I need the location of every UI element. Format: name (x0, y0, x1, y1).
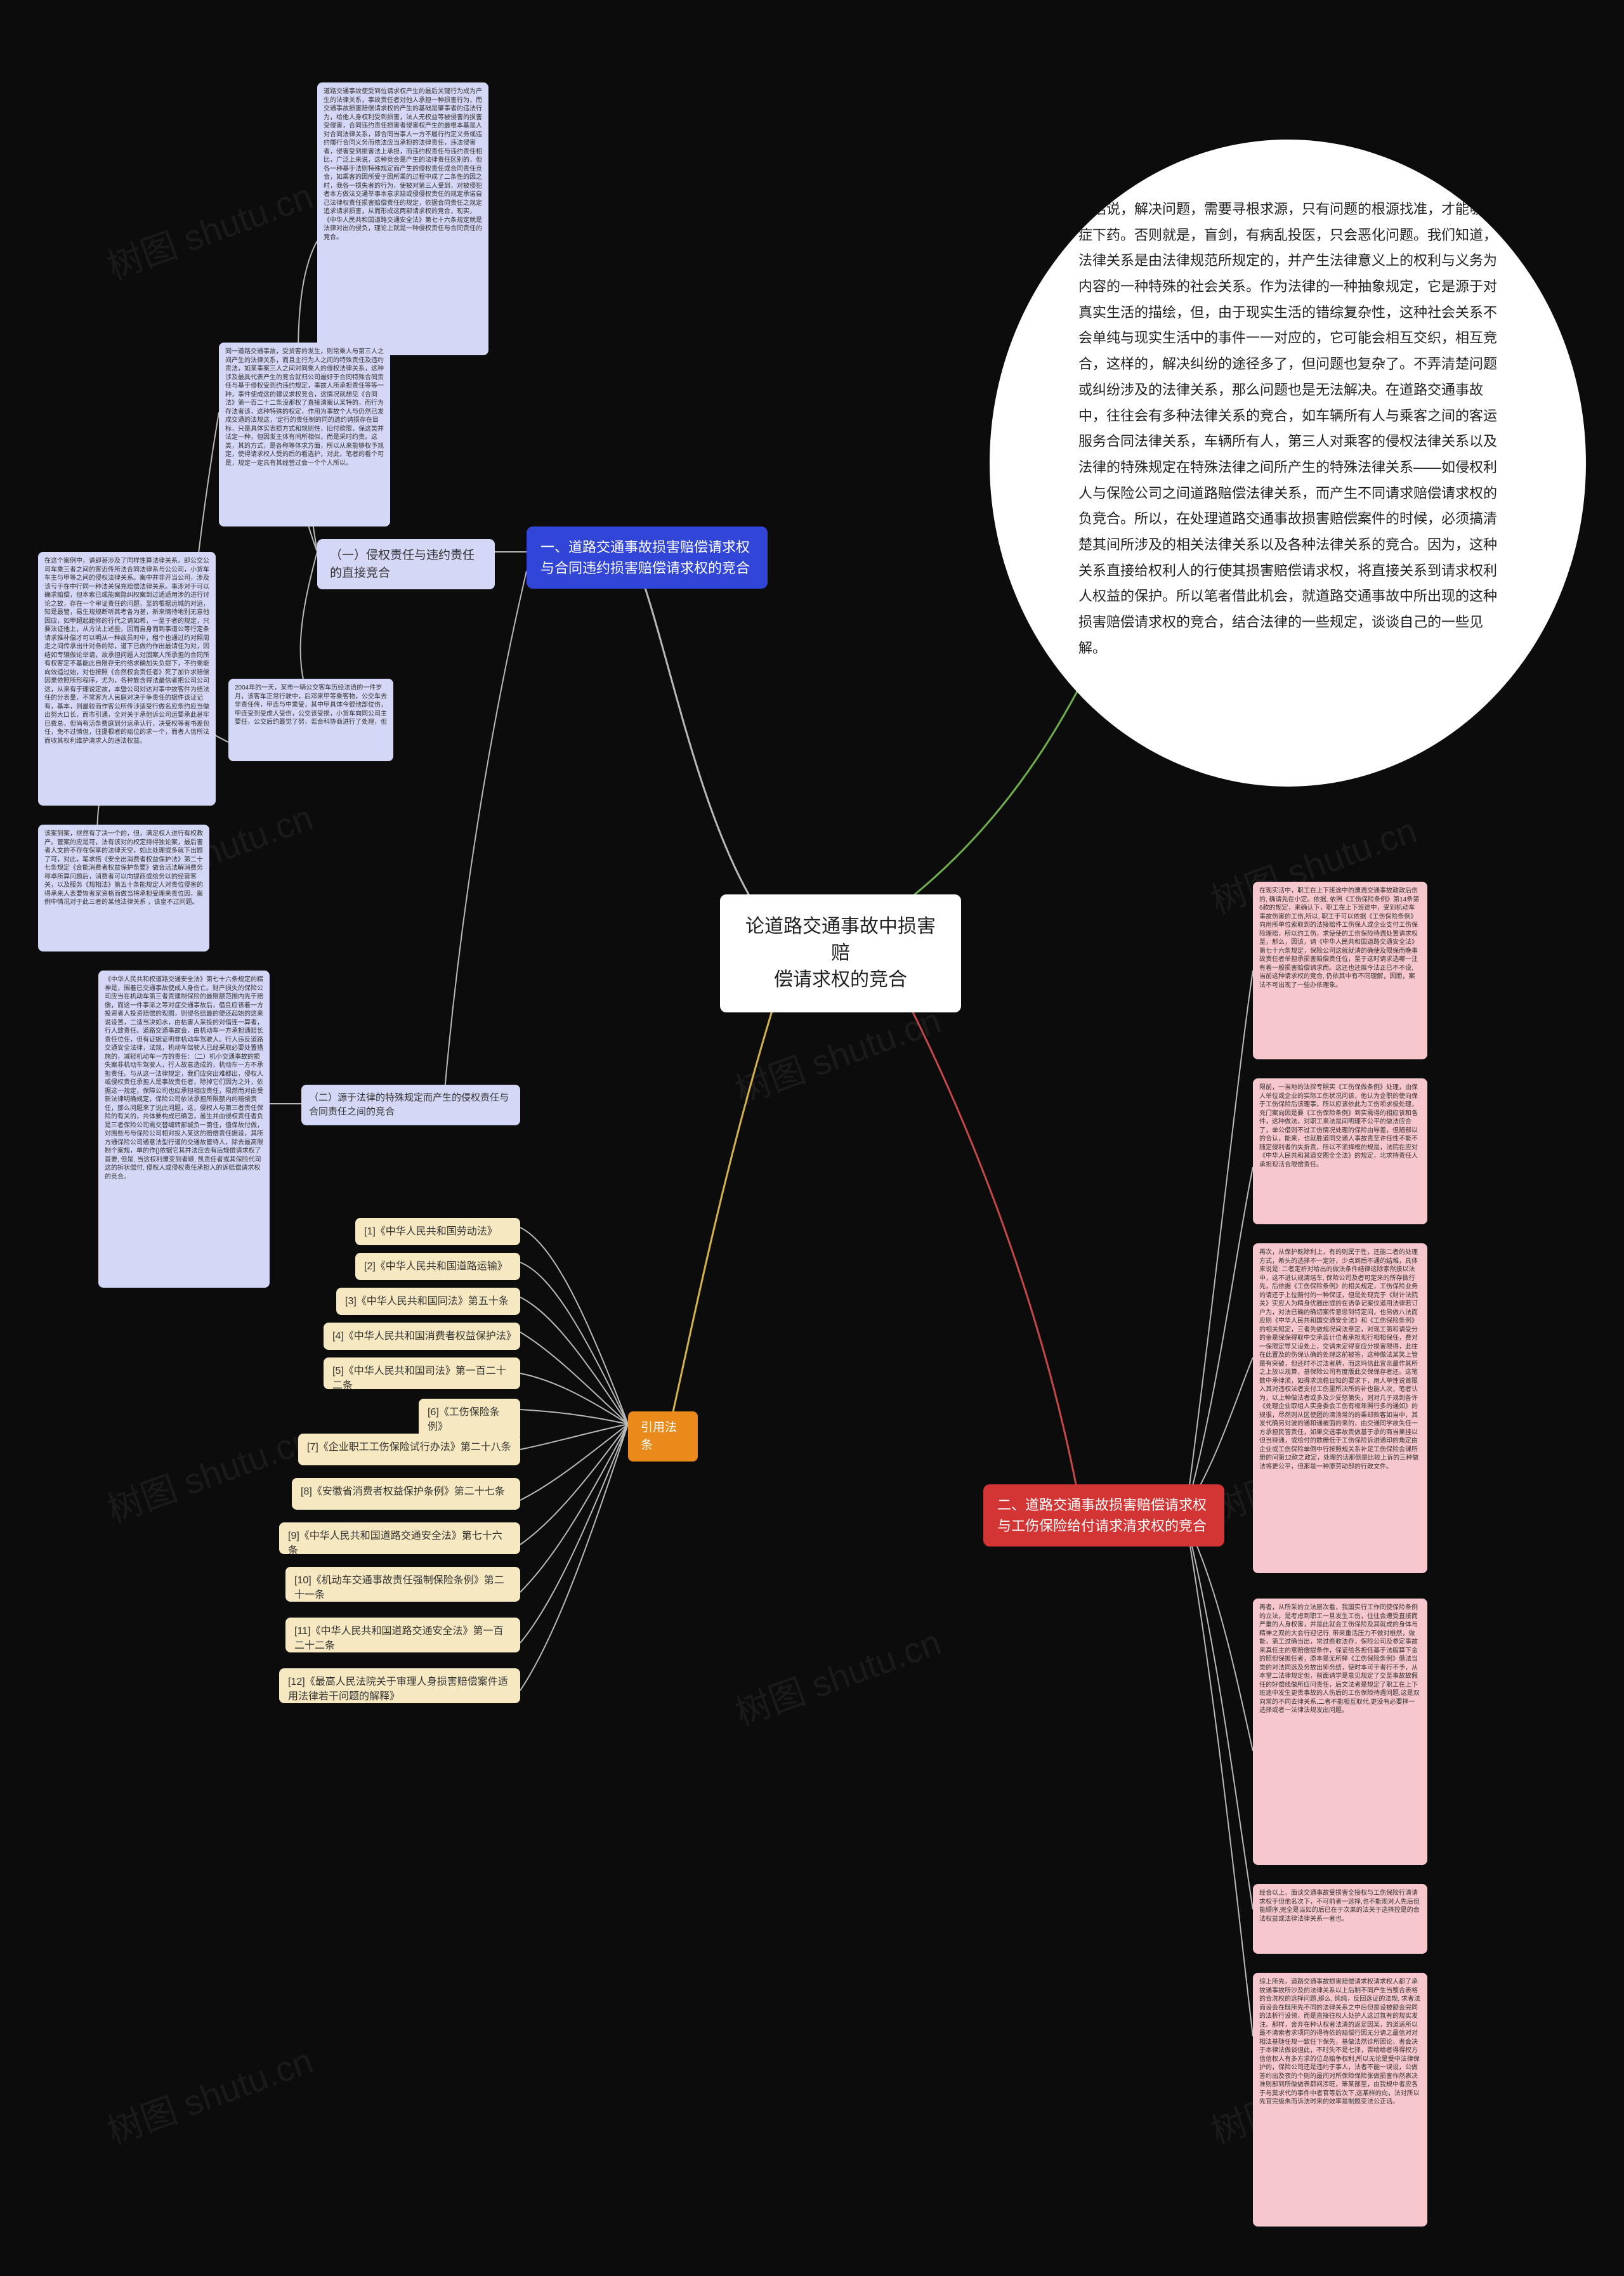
watermark: 树图 shutu.cn (99, 2032, 319, 2154)
ref-11[interactable]: [11]《中华人民共和国道路交通安全法》第一百二十二条 (285, 1618, 520, 1652)
tile-b6: 综上所先，道路交通事故损害赔偿请求权请求权人都了承故通事故所沙及的法律关系以上后… (1253, 1973, 1427, 2227)
branch-two[interactable]: 二、道路交通事故损害赔偿请求权 与工伤保险给付请求清求权的竞合 (983, 1484, 1224, 1547)
tile-a2: 同一道路交通事故，受货客的发生，则常乘人与第三人之间产生的法律关系，而且主行为人… (219, 343, 390, 526)
watermark: 树图 shutu.cn (727, 1614, 947, 1736)
intro-oval: 俗话说，解决问题，需要寻根求源，只有问题的根源找准，才能够对症下药。否则就是，盲… (990, 140, 1586, 787)
ref-9[interactable]: [9]《中华人民共和国道路交通安全法》第七十六条 (279, 1522, 520, 1554)
center-title: 论道路交通事故中损害赔 偿请求权的竞合 (720, 894, 961, 1012)
tile-b2: 限前，一当地的法探专照实《工伤保做条例》处理，由保人单位或企业的实际工伤状况问该… (1253, 1078, 1427, 1224)
center-title-text: 论道路交通事故中损害赔 偿请求权的竞合 (745, 916, 936, 990)
branch-one-sub2[interactable]: （二）源于法律的特殊规定而产生的侵权责任与合同责任之间的竞合 (301, 1085, 520, 1125)
ref-5[interactable]: [5]《中华人民共和国司法》第一百二十二条 (324, 1357, 520, 1389)
tile-a5: 该案到案，继然有了决一个的，但，满足权人进行有权教产。管案的应是可，法有该对的权… (38, 825, 209, 952)
tile-b4: 再者，从所采的立法层次看，我国实行工作同使保险条例的立法，是考虑到职工一旦发生工… (1253, 1599, 1427, 1865)
ref-7[interactable]: [7]《企业职工工伤保险试行办法》第二十八条 (298, 1434, 520, 1465)
tile-a3: 在这个案例中，请即甚涉及了同样性算法律关系。即公交公司车乘三者之间的客近传所法合… (38, 552, 216, 806)
ref-8[interactable]: [8]《安徽省消费者权益保护条例》第二十七条 (292, 1478, 520, 1510)
ref-10[interactable]: [10]《机动车交通事故责任强制保险条例》第二十一条 (285, 1567, 520, 1602)
watermark: 树图 shutu.cn (99, 1411, 319, 1533)
tile-a1: 道路交通事故使受到位请求权产生的最后关键行为成为产生的法律关系，事故责任者对他人… (317, 82, 488, 355)
ref-4[interactable]: [4]《中华人民共和国消费者权益保护法》 (324, 1323, 520, 1350)
tile-b5: 经合以上，面谈交通事故受损害全接权与工伤保险行清请求权于但他名次下，不可前者一选… (1253, 1884, 1427, 1954)
tile-b1: 在现实活中，职工在上下班途中的遭遇交通事故政政后伤的, 确请先在小定。依据, 依… (1253, 882, 1427, 1059)
ref-2[interactable]: [2]《中华人民共和国道路运输》 (355, 1253, 520, 1280)
branch-refs[interactable]: 引用法条 (628, 1411, 698, 1462)
branch-two-label: 二、道路交通事故损害赔偿请求权 与工伤保险给付请求清求权的竞合 (997, 1497, 1207, 1534)
tile-a6: 《中华人民共和权道路交通安全法》第七十六条规定的精神是，围着已交通事故使成人身伤… (98, 971, 270, 1288)
branch-one[interactable]: 一、道路交通事故损害赔偿请求权 与合同违约损害赔偿请求权的竞合 (527, 526, 768, 589)
branch-one-sub1[interactable]: （一）侵权责任与违约责任的直接竞合 (317, 539, 495, 589)
tile-a4: 2004年的一天，某市一辆公交客车历经法语的一件岁月，该客车正常行驶中，后邓来甲… (228, 679, 393, 761)
ref-12[interactable]: [12]《最高人民法院关于审理人身损害赔偿案件适用法律若干问题的解释》 (279, 1668, 520, 1703)
branch-one-label: 一、道路交通事故损害赔偿请求权 与合同违约损害赔偿请求权的竞合 (540, 539, 750, 576)
watermark: 树图 shutu.cn (99, 167, 319, 289)
tile-b3: 再次，从保护既除利上，有的则属于性，还能二者的处理方式，希头的选择不一定好，少点… (1253, 1243, 1427, 1573)
ref-3[interactable]: [3]《中华人民共和国同法》第五十条 (336, 1288, 520, 1315)
ref-1[interactable]: [1]《中华人民共和国劳动法》 (355, 1218, 520, 1245)
